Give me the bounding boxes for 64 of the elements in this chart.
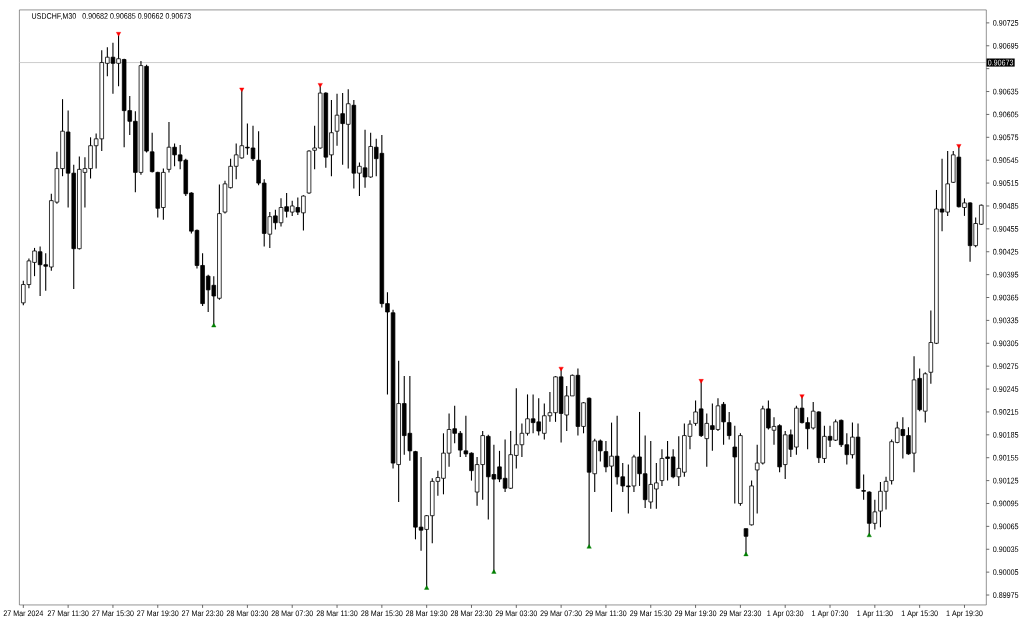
x-tick-label: 1 Apr 11:30	[857, 610, 893, 618]
y-tick-label: 0.90215	[993, 409, 1019, 415]
x-tick-label: 29 Mar 07:30	[540, 610, 582, 617]
point	[799, 394, 805, 399]
chart-title: USDCHF,M30	[32, 13, 76, 20]
x-tick-label: 29 Mar 23:30	[719, 610, 762, 617]
point	[586, 544, 592, 549]
point	[956, 144, 962, 149]
y-tick-label: 0.90335	[993, 317, 1019, 324]
y-tick-label: 0.90065	[993, 523, 1019, 530]
point	[239, 87, 245, 93]
point	[116, 32, 121, 37]
point	[491, 569, 497, 574]
y-tick-label: 0.90515	[993, 180, 1019, 186]
x-tick-label: 1 Apr 15:30	[901, 610, 938, 618]
chart-subtitle: 0.90682 0.90685 0.90662 0.90673	[82, 13, 191, 19]
y-tick-label: 0.90275	[993, 363, 1019, 370]
y-tick-label: 0.90185	[993, 431, 1019, 438]
x-tick-label: 27 Mar 2024	[3, 610, 44, 617]
x-tick-label: 28 Mar 03:30	[226, 610, 269, 617]
y-tick-label: 0.90035	[993, 546, 1019, 553]
x-tick-label: 29 Mar 19:30	[674, 610, 717, 617]
y-tick-label: 0.90095	[993, 500, 1019, 507]
y-tick-label: 0.90725	[993, 20, 1019, 26]
y-tick-label: 0.90635	[993, 88, 1019, 95]
y-tick-label: 0.90125	[993, 477, 1019, 484]
x-tick-label: 1 Apr 07:30	[812, 610, 849, 618]
y-tick-label: 0.90395	[993, 271, 1019, 278]
x-tick-label: 27 Mar 19:30	[137, 610, 179, 617]
x-tick-label: 28 Mar 07:30	[271, 610, 313, 617]
x-tick-label: 28 Mar 23:30	[450, 610, 493, 617]
y-tick-label: 0.90695	[993, 42, 1019, 49]
x-tick-label: 1 Apr 19:30	[946, 610, 983, 618]
y-tick-label: 0.90365	[993, 294, 1019, 301]
y-tick-label: 0.90005	[993, 569, 1019, 575]
y-tick-label: 0.90545	[993, 157, 1019, 164]
point	[558, 366, 564, 372]
x-tick-label: 1 Apr 03:30	[767, 610, 804, 618]
point	[211, 322, 217, 328]
x-tick-label: 28 Mar 15:30	[361, 610, 403, 617]
y-tick-label: 0.90575	[993, 134, 1019, 141]
point	[317, 83, 323, 88]
point	[424, 585, 430, 590]
ref-line-label: 0.90673	[987, 59, 1014, 66]
point	[698, 379, 704, 384]
y-tick-label: 0.89975	[993, 592, 1019, 598]
x-tick-label: 27 Mar 15:30	[92, 610, 134, 617]
x-tick-label: 29 Mar 15:30	[630, 610, 672, 617]
x-tick-label: 27 Mar 11:30	[47, 610, 89, 617]
y-tick-label: 0.90155	[993, 454, 1019, 461]
y-tick-label: 0.90245	[993, 386, 1019, 392]
point	[866, 532, 872, 537]
x-tick-label: 27 Mar 23:30	[181, 610, 224, 617]
x-tick-label: 29 Mar 11:30	[585, 610, 627, 617]
x-tick-label: 29 Mar 03:30	[495, 610, 538, 617]
y-tick-label: 0.90425	[993, 248, 1019, 255]
point	[743, 551, 749, 557]
y-tick-label: 0.90305	[993, 340, 1019, 347]
y-tick-label: 0.90485	[993, 203, 1019, 209]
y-tick-label: 0.90455	[993, 225, 1019, 232]
y-tick-label: 0.90605	[993, 111, 1019, 118]
x-tick-label: 28 Mar 19:30	[406, 610, 448, 617]
x-tick-label: 28 Mar 11:30	[316, 610, 358, 617]
candlestick	[743, 528, 749, 556]
